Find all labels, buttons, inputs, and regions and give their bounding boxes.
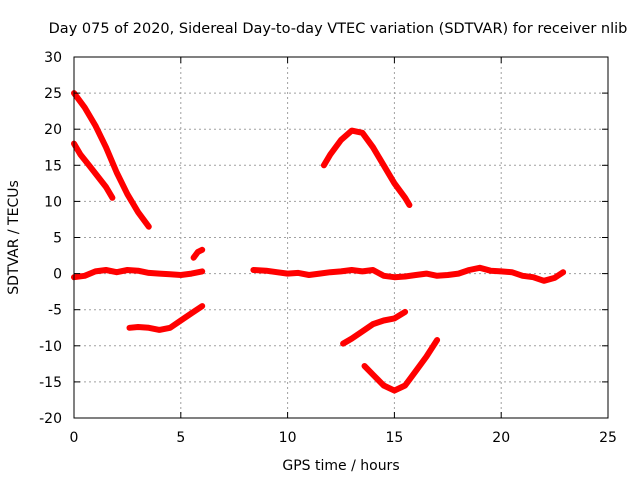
grid-lines bbox=[74, 57, 608, 418]
x-axis-label: GPS time / hours bbox=[282, 458, 399, 474]
series-arc-descending-upper bbox=[71, 90, 152, 230]
x-tick-label: 5 bbox=[176, 430, 185, 446]
y-tick-label: 30 bbox=[44, 50, 62, 66]
x-tick-label: 15 bbox=[385, 430, 403, 446]
series-arch-13h bbox=[320, 127, 413, 208]
y-tick-label: -10 bbox=[39, 339, 62, 355]
series-trough-15h bbox=[361, 337, 441, 394]
series-short-segment-6h bbox=[190, 246, 206, 261]
y-tick-label: 15 bbox=[44, 158, 62, 174]
y-tick-label: 20 bbox=[44, 122, 62, 138]
chart-title: Day 075 of 2020, Sidereal Day-to-day VTE… bbox=[49, 21, 628, 37]
y-tick-label: -5 bbox=[48, 303, 62, 319]
axis-ticks: 0 5 10 15 20 25 -20 -15 -10 -5 0 5 10 15 20 25 30 bbox=[39, 50, 617, 446]
y-tick-label: 10 bbox=[44, 194, 62, 210]
y-tick-label: -20 bbox=[39, 411, 62, 427]
x-tick-label: 20 bbox=[492, 430, 510, 446]
y-axis-label: SDTVAR / TECUs bbox=[6, 180, 22, 295]
x-tick-label: 10 bbox=[279, 430, 297, 446]
y-tick-label: 25 bbox=[44, 86, 62, 102]
x-tick-label: 0 bbox=[70, 430, 79, 446]
x-tick-label: 25 bbox=[599, 430, 617, 446]
y-tick-label: 5 bbox=[53, 231, 62, 247]
y-tick-label: 0 bbox=[53, 267, 62, 283]
series-negative-arc-mid bbox=[340, 308, 409, 347]
series-near-zero-late bbox=[250, 264, 567, 284]
data-series bbox=[71, 90, 567, 394]
y-tick-label: -15 bbox=[39, 375, 62, 391]
series-low-arc-early bbox=[126, 303, 206, 333]
series-arc-descending-lower bbox=[71, 140, 116, 201]
series-near-zero-early bbox=[71, 267, 206, 281]
